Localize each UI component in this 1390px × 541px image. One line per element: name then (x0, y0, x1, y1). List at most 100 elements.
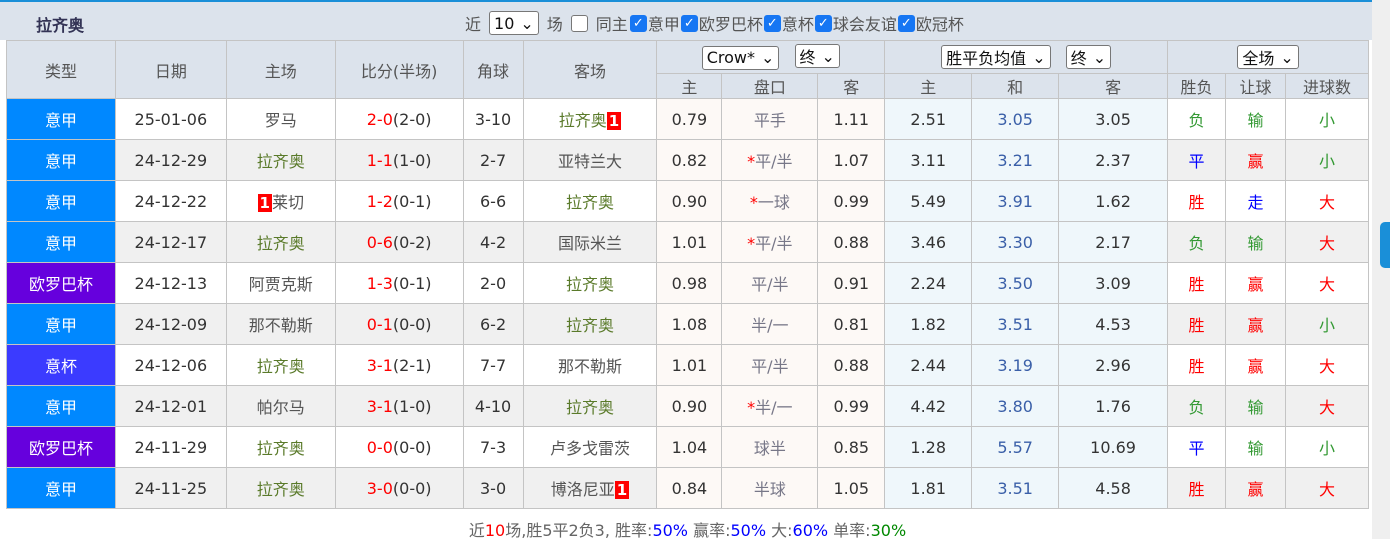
result: 胜 (1167, 180, 1226, 222)
table-row: 欧罗巴杯 24-12-13 阿贾克斯 1-3(0-1) 2-0 拉齐奥 0.98… (6, 262, 1370, 304)
home-team[interactable]: 拉齐奥 (225, 344, 336, 386)
home-team[interactable]: 1 莱切 (225, 180, 336, 222)
corners: 3-10 (462, 98, 524, 140)
handicap-value: 平手 (753, 111, 786, 130)
handicap-result: 走 (1225, 180, 1286, 222)
match-type[interactable]: 意甲 (6, 385, 116, 427)
league-label: 欧罗巴杯 (698, 15, 763, 34)
full-time-score: 3-0 (366, 478, 393, 498)
handicap-star: * (747, 234, 756, 253)
eu-draw-odds: 3.19 (971, 344, 1060, 386)
match-count-select[interactable]: 10 ⌄ (489, 11, 539, 35)
period-select[interactable]: 全场 ⌄ (1237, 45, 1299, 69)
match-type[interactable]: 意甲 (6, 139, 116, 181)
ah-home-odds: 0.79 (656, 98, 723, 140)
subheader: 客 (817, 73, 886, 99)
goals-result: 小 (1284, 303, 1370, 345)
eu-away-odds: 2.37 (1058, 139, 1169, 181)
score: 3-0(0-0) (334, 467, 464, 509)
match-type[interactable]: 意甲 (6, 180, 116, 222)
away-team[interactable]: 拉齐奥 (522, 303, 658, 345)
handicap-result: 赢 (1225, 262, 1286, 304)
period-value: 全场 (1242, 49, 1275, 68)
score: 0-0(0-0) (334, 426, 464, 468)
matches-table: 类型 日期 主场 比分(半场) 角球 客场 Crow* ⌄ 终 ⌄ 胜平负均值 ⌄ 终… (6, 40, 1370, 509)
away-team[interactable]: 拉齐奥 (522, 385, 658, 427)
handicap: 平/半 (721, 262, 819, 304)
half-time-score: (0-0) (392, 437, 432, 457)
home-team[interactable]: 拉齐奥 (225, 221, 336, 263)
result: 负 (1167, 221, 1226, 263)
subheader: 和 (971, 73, 1060, 99)
eu-draw-odds: 3.51 (971, 467, 1060, 509)
eu-away-odds: 3.09 (1058, 262, 1169, 304)
match-type[interactable]: 意甲 (6, 303, 116, 345)
match-type[interactable]: 欧罗巴杯 (6, 262, 116, 304)
odds-type-select[interactable]: 胜平负均值 ⌄ (941, 45, 1051, 69)
corners: 7-3 (462, 426, 524, 468)
league-checkbox[interactable]: ✓ (629, 14, 647, 32)
ah-stage-value: 终 (799, 48, 816, 68)
eu-home-odds: 3.11 (884, 139, 973, 181)
ah-away-odds: 0.88 (817, 344, 886, 386)
match-type[interactable]: 意甲 (6, 98, 116, 140)
result: 负 (1167, 98, 1226, 140)
eu-home-odds: 1.82 (884, 303, 973, 345)
match-type[interactable]: 意甲 (6, 221, 116, 263)
home-team-name: 拉齐奥 (256, 234, 305, 253)
goals-result: 小 (1284, 426, 1370, 468)
ah-away-odds: 1.05 (817, 467, 886, 509)
match-type[interactable]: 欧罗巴杯 (6, 426, 116, 468)
away-team[interactable]: 那不勒斯 (522, 344, 658, 386)
handicap: 半/一 (721, 303, 819, 345)
home-team-name: 那不勒斯 (248, 316, 313, 335)
handicap-value: 平/半 (751, 275, 789, 294)
match-date: 24-12-09 (114, 303, 227, 345)
home-team[interactable]: 拉齐奥 (225, 426, 336, 468)
away-team[interactable]: 卢多戈雷茨 (522, 426, 658, 468)
away-team[interactable]: 亚特兰大 (522, 139, 658, 181)
away-team-name: 拉齐奥 (565, 193, 614, 212)
league-checkbox[interactable]: ✓ (763, 14, 781, 32)
subheader: 客 (1058, 73, 1169, 99)
eu-stage-value: 终 (1070, 49, 1087, 68)
away-team[interactable]: 拉齐奥 (522, 180, 658, 222)
eu-draw-odds: 3.91 (971, 180, 1060, 222)
home-team[interactable]: 那不勒斯 (225, 303, 336, 345)
header-score: 比分(半场) (334, 40, 464, 99)
league-checkbox[interactable]: ✓ (814, 14, 832, 32)
score: 0-6(0-2) (334, 221, 464, 263)
corners: 6-2 (462, 303, 524, 345)
same-home-checkbox[interactable] (570, 14, 588, 32)
table-row: 意甲 24-12-22 1 莱切 1-2(0-1) 6-6 拉齐奥 0.90 *一… (6, 180, 1370, 222)
ah-home-odds: 1.08 (656, 303, 723, 345)
red-card-badge: 1 (257, 194, 272, 212)
away-team[interactable]: 拉齐奥 1 (522, 98, 658, 140)
chevron-down-icon: ⌄ (520, 13, 534, 33)
home-team[interactable]: 拉齐奥 (225, 467, 336, 509)
handicap-result: 赢 (1225, 303, 1286, 345)
league-checkbox[interactable]: ✓ (897, 14, 915, 32)
half-time-score: (0-1) (392, 273, 432, 293)
match-date: 24-12-13 (114, 262, 227, 304)
away-team[interactable]: 国际米兰 (522, 221, 658, 263)
ah-stage-select[interactable]: 终 ⌄ (794, 44, 840, 69)
home-team[interactable]: 帕尔马 (225, 385, 336, 427)
away-team[interactable]: 拉齐奥 (522, 262, 658, 304)
league-checkbox[interactable]: ✓ (680, 14, 698, 32)
match-count-value: 10 (494, 13, 515, 33)
summary-text: 场,胜5平2负3, 胜率: (505, 521, 653, 540)
home-team[interactable]: 阿贾克斯 (225, 262, 336, 304)
subheader: 主 (656, 73, 723, 99)
match-type[interactable]: 意甲 (6, 467, 116, 509)
eu-stage-select[interactable]: 终 ⌄ (1065, 45, 1112, 69)
away-team[interactable]: 博洛尼亚 1 (522, 467, 658, 509)
league-label: 欧冠杯 (915, 15, 964, 34)
company-select[interactable]: Crow* ⌄ (701, 45, 780, 70)
home-team[interactable]: 罗马 (225, 98, 336, 140)
home-team[interactable]: 拉齐奥 (225, 139, 336, 181)
match-type[interactable]: 意杯 (6, 344, 116, 386)
handicap-value: 半球 (753, 480, 786, 499)
table-row: 意甲 24-12-01 帕尔马 3-1(1-0) 4-10 拉齐奥 0.90 *… (6, 385, 1370, 427)
page-scrollbar-thumb[interactable] (1380, 222, 1390, 268)
